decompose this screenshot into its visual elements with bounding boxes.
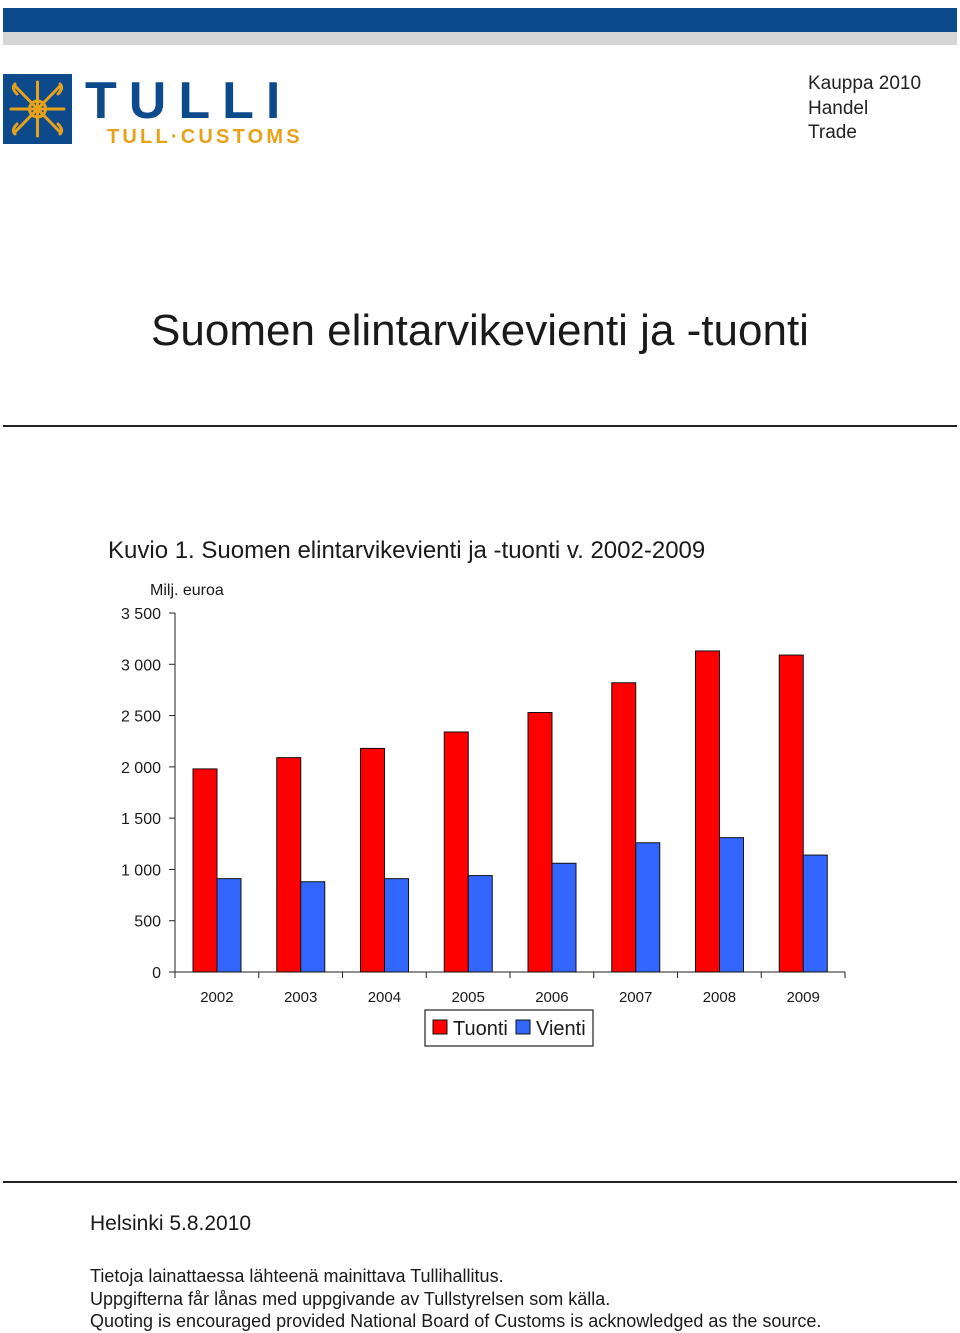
legend-swatch (515, 1019, 531, 1035)
y-tick-label: 2 000 (121, 760, 161, 777)
bar-vienti (635, 842, 661, 973)
publication-info: Kauppa 2010 Handel Trade (808, 72, 921, 146)
bar-tuonti (443, 731, 469, 973)
bar-tuonti (611, 682, 637, 973)
bar-vienti (551, 862, 577, 973)
page-title: Suomen elintarvikevienti ja -tuonti (151, 306, 809, 355)
bar-tuonti (192, 768, 218, 973)
bar-vienti (216, 878, 242, 973)
publication-line: Handel (808, 97, 869, 119)
footer-notes: Tietoja lainattaessa lähteenä mainittava… (90, 1265, 821, 1333)
divider-top (3, 425, 957, 427)
x-tick-label: 2007 (619, 989, 652, 1006)
bar-vienti (802, 854, 828, 973)
header-band-grey (3, 32, 957, 45)
publication-line: Kauppa 2010 (808, 73, 922, 94)
figure-caption: Kuvio 1. Suomen elintarvikevienti ja -tu… (108, 537, 706, 564)
bar-tuonti (778, 654, 804, 973)
publication-line: Trade (808, 122, 857, 143)
header-band-blue (3, 8, 957, 32)
x-tick-label: 2008 (703, 989, 736, 1006)
bar-vienti (719, 837, 744, 973)
bar-tuonti (527, 711, 553, 973)
x-tick-label: 2004 (368, 989, 401, 1006)
x-tick-label: 2002 (200, 989, 233, 1006)
y-tick-label: 1 500 (121, 811, 161, 828)
legend-box (424, 1009, 594, 1047)
legend-label: Tuonti (453, 1018, 508, 1040)
logo-subtext: TULL·CUSTOMS (107, 126, 303, 146)
bar-tuonti (360, 747, 385, 973)
divider-bottom (3, 1181, 957, 1183)
footer-note-line: Uppgifterna får lånas med uppgivande av … (90, 1288, 611, 1309)
legend-swatch (432, 1019, 448, 1035)
y-tick-label: 3 500 (121, 606, 161, 623)
x-tick-label: 2009 (786, 989, 819, 1006)
y-tick-label: 0 (152, 965, 161, 982)
y-tick-label: 3 000 (121, 657, 161, 674)
y-tick-label: 500 (134, 914, 161, 931)
bar-tuonti (695, 650, 720, 973)
legend-label: Vienti (536, 1018, 586, 1040)
x-tick-label: 2005 (451, 989, 484, 1006)
footer-note-line: Quoting is encouraged provided National … (90, 1311, 822, 1331)
x-tick-label: 2003 (284, 989, 317, 1006)
bar-tuonti (276, 757, 302, 973)
crossed-keys-emblem-icon (9, 80, 66, 138)
x-tick-label: 2006 (535, 989, 568, 1006)
y-tick-label: 2 500 (121, 709, 161, 726)
y-axis-label: Milj. euroa (150, 582, 224, 599)
publication-date: Helsinki 5.8.2010 (90, 1212, 252, 1235)
y-tick-label: 1 000 (121, 862, 161, 879)
logo-wordmark: TULLI (85, 74, 292, 130)
tulli-logo: TULLI TULL·CUSTOMS (3, 74, 303, 146)
footer-note-line: Tietoja lainattaessa lähteenä mainittava… (90, 1266, 504, 1286)
bar-vienti (467, 875, 493, 973)
bar-chart: 0 500 1 000 1 500 2 000 2 500 3 000 3 500 Milj. … (121, 582, 846, 1047)
bar-vienti (300, 881, 326, 973)
bar-vienti (384, 878, 409, 973)
